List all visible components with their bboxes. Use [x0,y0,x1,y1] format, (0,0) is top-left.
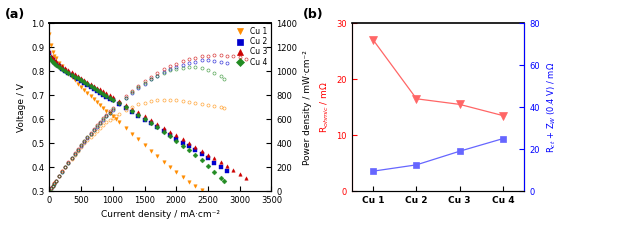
Y-axis label: R$_{ohmic}$ / mΩ: R$_{ohmic}$ / mΩ [318,81,331,133]
Legend: Cu 1, Cu 2, Cu 3, Cu 4: Cu 1, Cu 2, Cu 3, Cu 4 [231,26,269,68]
Y-axis label: Power density / mW·cm⁻²: Power density / mW·cm⁻² [303,50,312,165]
Y-axis label: R$_{ct}$ + Z$_{W}$ (0.4 V) / mΩ: R$_{ct}$ + Z$_{W}$ (0.4 V) / mΩ [545,62,558,153]
Y-axis label: Voltage / V: Voltage / V [17,83,26,132]
Text: (b): (b) [304,8,324,21]
X-axis label: Current density / mA·cm⁻²: Current density / mA·cm⁻² [101,210,220,219]
Text: (a): (a) [5,8,25,21]
